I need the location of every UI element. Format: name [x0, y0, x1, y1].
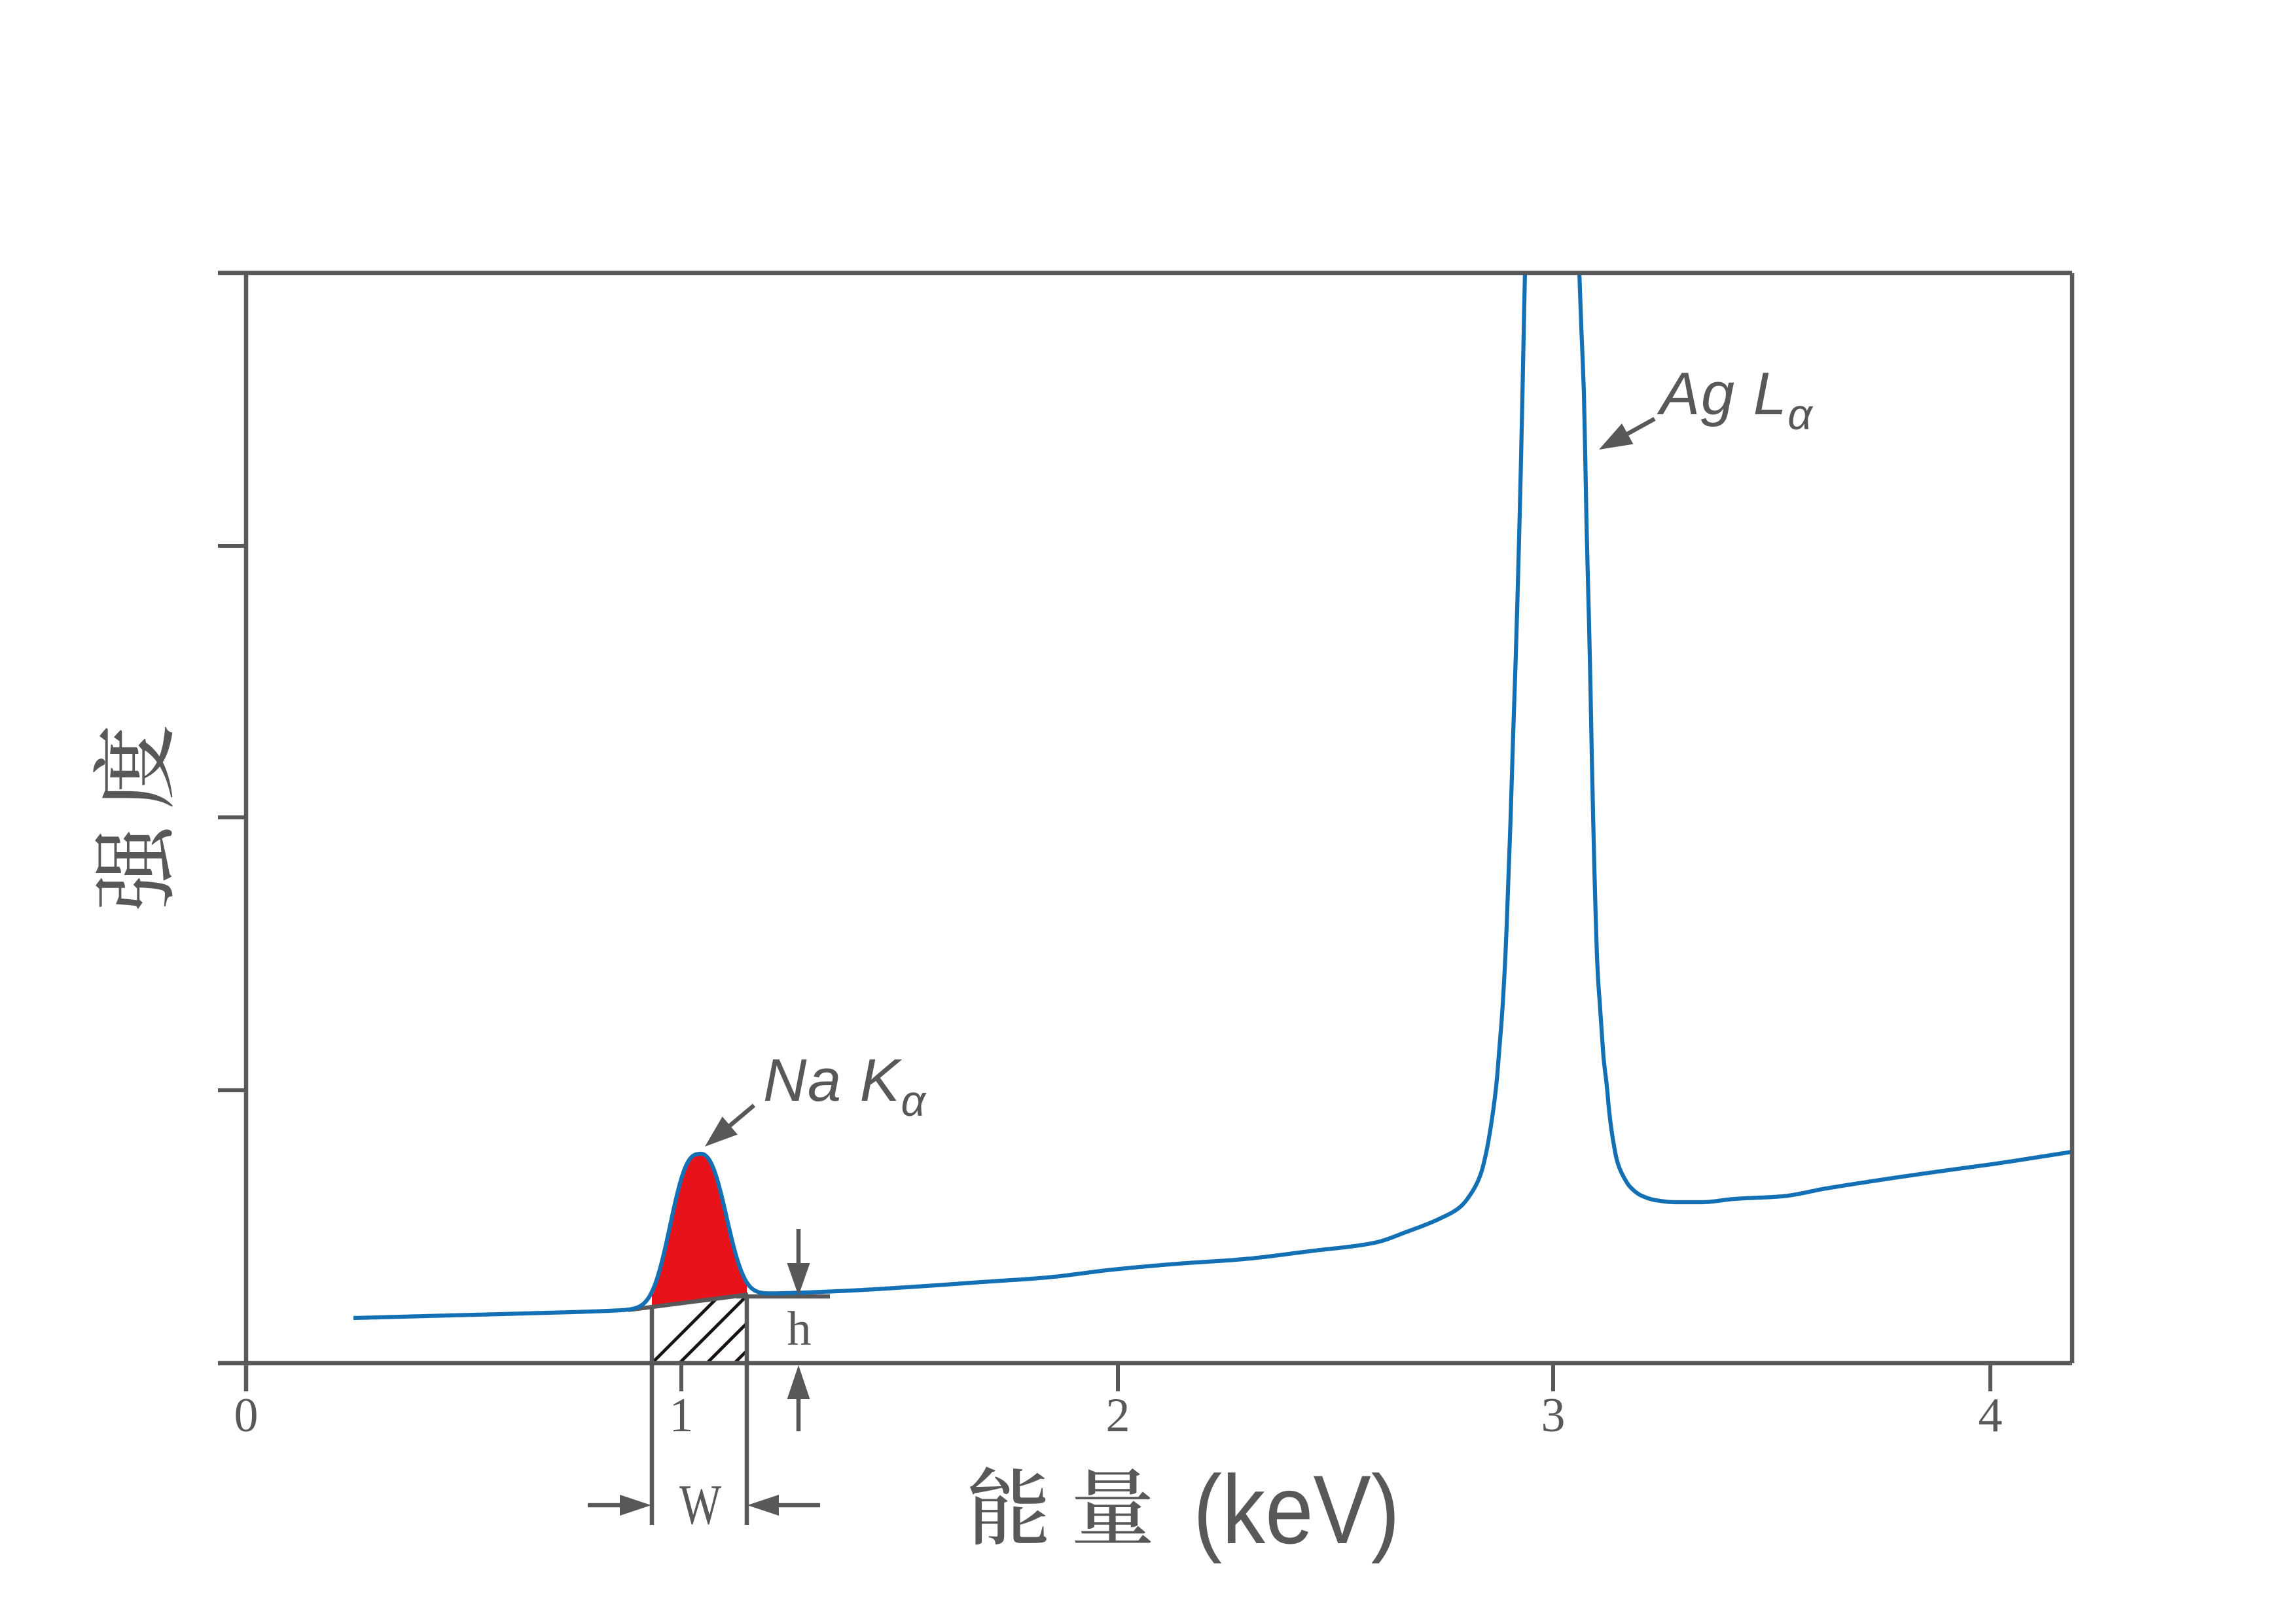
svg-text:W: W	[679, 1472, 721, 1536]
svg-text:Ag Lα: Ag Lα	[1657, 361, 1814, 438]
svg-text:4: 4	[1979, 1389, 2003, 1442]
svg-text:1: 1	[670, 1389, 694, 1442]
svg-text:0: 0	[234, 1389, 259, 1442]
svg-text:h: h	[787, 1302, 812, 1356]
svg-text:(keV): (keV)	[1193, 1455, 1400, 1564]
svg-text:3: 3	[1541, 1389, 1566, 1442]
svg-text:2: 2	[1106, 1389, 1130, 1442]
svg-text:Na Kα: Na Kα	[763, 1047, 927, 1125]
